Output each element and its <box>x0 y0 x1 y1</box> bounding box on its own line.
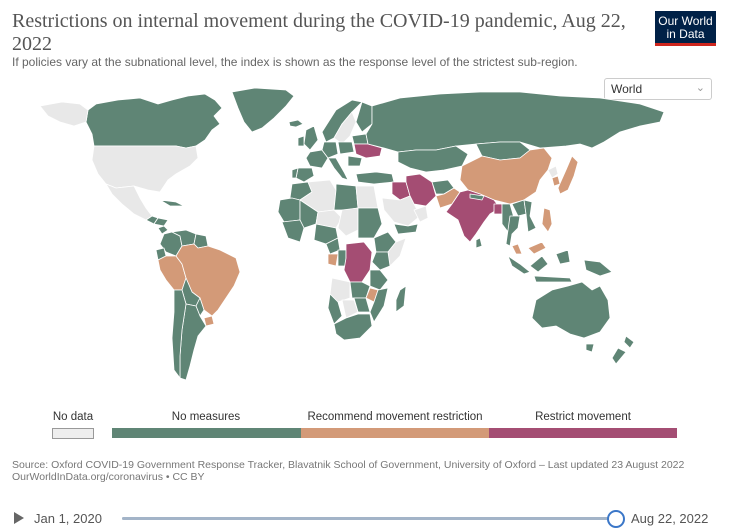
country-australia[interactable] <box>531 281 611 339</box>
country-germany[interactable] <box>321 141 339 159</box>
logo-line-2: in Data <box>666 27 705 41</box>
country-west-africa[interactable] <box>281 219 305 243</box>
owid-logo[interactable]: Our World in Data <box>655 11 716 46</box>
logo-line-1: Our World <box>658 14 713 28</box>
legend-swatch-recommend[interactable] <box>301 428 489 438</box>
country-nicaragua[interactable] <box>157 225 169 235</box>
country-gabon[interactable] <box>327 253 339 267</box>
country-dr-congo[interactable] <box>343 241 373 283</box>
country-kenya[interactable] <box>371 251 391 271</box>
country-sudan[interactable] <box>357 207 383 239</box>
timeline-end-label: Aug 22, 2022 <box>631 511 709 526</box>
country-mozambique[interactable] <box>369 287 389 323</box>
timeline-start-label: Jan 1, 2020 <box>34 511 102 526</box>
legend-label-no-measures: No measures <box>171 411 241 423</box>
country-united-kingdom[interactable] <box>303 125 319 151</box>
country-yemen[interactable] <box>393 223 419 235</box>
legend-swatch-no-measures[interactable] <box>112 428 301 438</box>
country-turkey[interactable] <box>355 171 395 185</box>
timeline-fill <box>122 517 615 520</box>
source-note: Source: Oxford COVID-19 Government Respo… <box>12 459 712 483</box>
play-icon[interactable] <box>14 512 24 524</box>
region-select-value: World <box>611 82 643 96</box>
region-select[interactable]: World ⌄ <box>604 78 712 100</box>
country-north-korea[interactable] <box>547 165 559 179</box>
page-subtitle: If policies vary at the subnational leve… <box>12 55 578 69</box>
country-romania[interactable] <box>347 155 363 167</box>
country-philippines[interactable] <box>541 207 553 233</box>
country-poland[interactable] <box>337 141 355 155</box>
country-belarus[interactable] <box>351 133 369 145</box>
country-egypt[interactable] <box>355 185 379 209</box>
country-bangladesh[interactable] <box>493 203 503 215</box>
timeline-handle[interactable] <box>607 510 625 528</box>
country-vietnam[interactable] <box>523 199 537 233</box>
legend-label-restrict: Restrict movement <box>535 411 631 423</box>
country-madagascar[interactable] <box>395 285 407 313</box>
country-namibia[interactable] <box>327 293 343 325</box>
country-libya[interactable] <box>333 183 359 211</box>
country-italy[interactable] <box>327 157 349 181</box>
country-malaysia[interactable] <box>511 241 547 255</box>
chevron-down-icon: ⌄ <box>695 82 705 94</box>
country-indonesia[interactable] <box>507 249 573 283</box>
country-honduras[interactable] <box>153 217 169 227</box>
country-south-korea[interactable] <box>551 175 561 187</box>
country-russia[interactable] <box>365 91 665 153</box>
source-link[interactable]: OurWorldInData.org/coronavirus • CC BY <box>12 471 205 483</box>
country-somalia[interactable] <box>387 237 407 267</box>
country-nepal[interactable] <box>469 193 485 201</box>
timeline-track[interactable] <box>122 517 615 520</box>
country-japan[interactable] <box>557 155 579 195</box>
country-canada[interactable] <box>85 93 223 149</box>
country-chile[interactable] <box>171 289 187 379</box>
legend-label-no-data: No data <box>52 411 94 423</box>
country-south-africa[interactable] <box>333 313 373 341</box>
country-mali[interactable] <box>299 199 319 229</box>
country-oman[interactable] <box>413 205 429 223</box>
page-title: Restrictions on internal movement during… <box>12 10 626 55</box>
country-mauritania[interactable] <box>277 197 301 223</box>
country-thailand[interactable] <box>505 215 521 247</box>
country-chad[interactable] <box>337 207 359 237</box>
country-united-states[interactable] <box>91 145 199 193</box>
world-map <box>39 87 665 381</box>
country-sri-lanka[interactable] <box>475 237 483 249</box>
country-new-zealand[interactable] <box>611 335 635 365</box>
country-ireland[interactable] <box>297 135 305 147</box>
country-papua-new-guinea[interactable] <box>583 259 613 277</box>
country-iceland[interactable] <box>288 119 304 128</box>
map-legend: No data No measures Recommend movement r… <box>0 405 729 445</box>
country-spain[interactable] <box>295 167 315 183</box>
legend-label-recommend: Recommend movement restriction <box>307 411 483 423</box>
country-portugal[interactable] <box>291 167 299 179</box>
country-uruguay[interactable] <box>203 315 215 327</box>
timeline: Jan 1, 2020 Aug 22, 2022 <box>0 506 729 531</box>
country-botswana[interactable] <box>341 299 359 319</box>
country-tasmania[interactable] <box>585 343 595 353</box>
source-line: Source: Oxford COVID-19 Government Respo… <box>12 459 685 471</box>
country-tanzania[interactable] <box>369 269 389 291</box>
legend-swatch-no-data[interactable] <box>52 428 94 439</box>
country-alaska[interactable] <box>39 101 89 127</box>
legend-swatch-restrict[interactable] <box>489 428 677 438</box>
country-india[interactable] <box>445 189 501 243</box>
country-greenland[interactable] <box>231 87 295 133</box>
country-cuba[interactable] <box>159 199 185 207</box>
